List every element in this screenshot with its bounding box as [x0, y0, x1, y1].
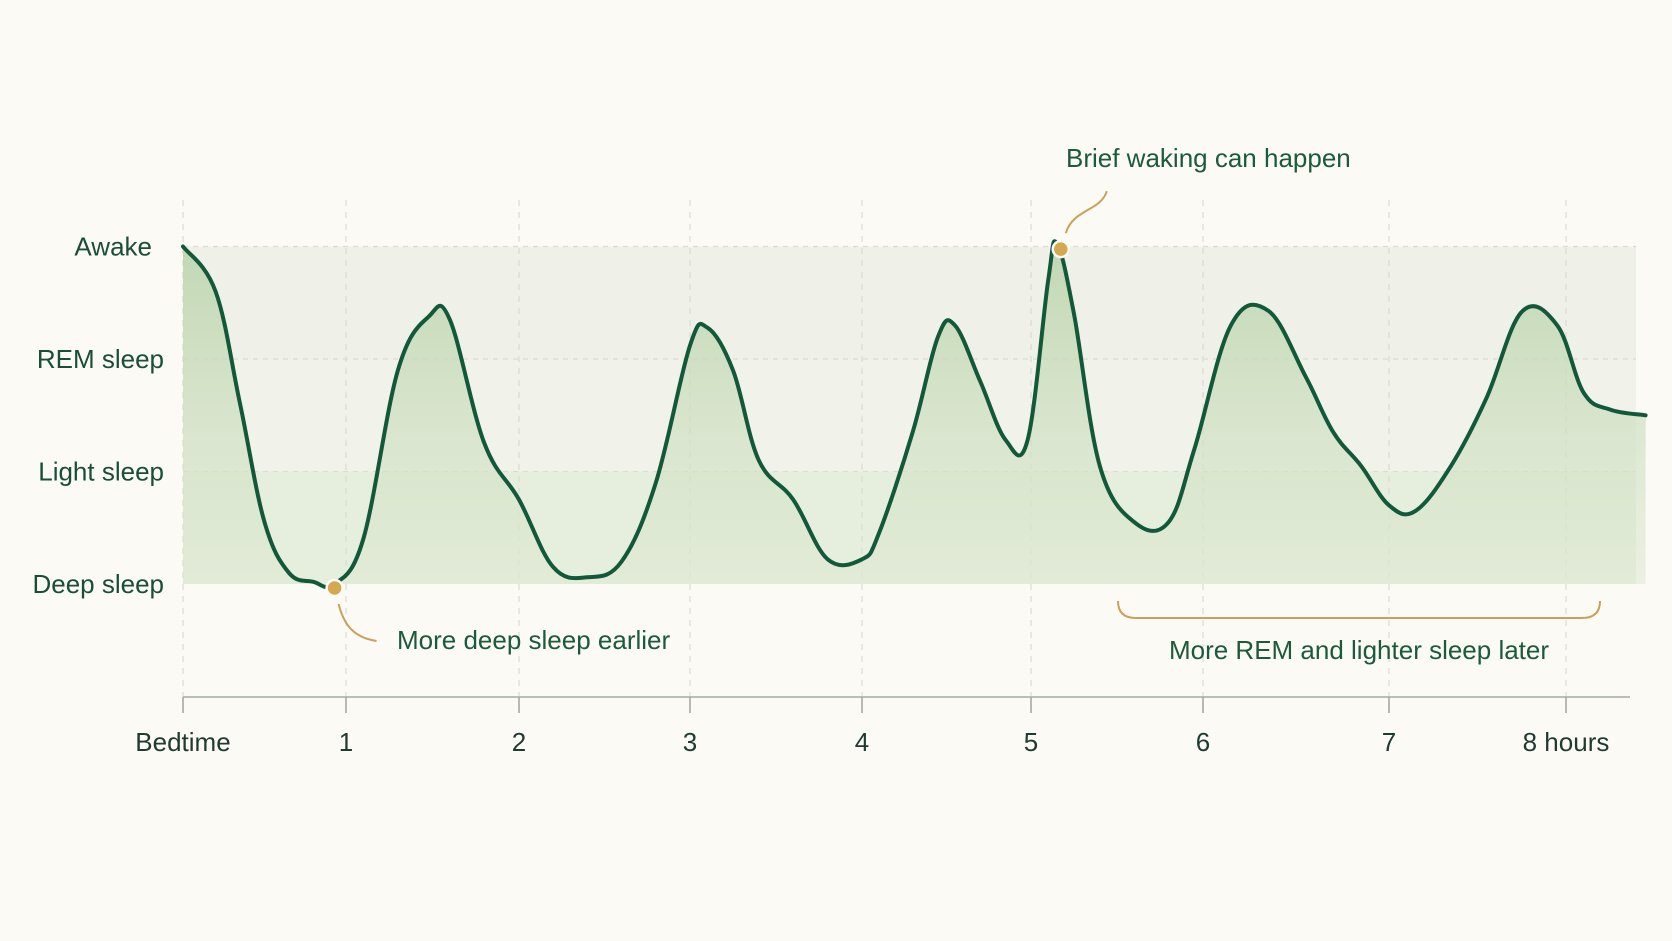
later-sleep-bracket — [1117, 600, 1601, 619]
stage-band-2 — [183, 246, 1636, 359]
y-level-label-1: Light sleep — [38, 457, 164, 487]
x-tick-label-0: Bedtime — [135, 727, 230, 757]
deep-sleep-marker — [325, 578, 344, 598]
later-sleep-annotation: More REM and lighter sleep later — [1169, 635, 1549, 665]
x-tick-label-8: 8 hours — [1523, 727, 1610, 757]
y-axis-labels: Deep sleep Light sleep REM sleep Awake — [32, 232, 164, 600]
x-tick-label-7: 7 — [1382, 727, 1396, 757]
deep-sleep-leader-line — [337, 603, 377, 642]
y-level-label-0: Deep sleep — [32, 569, 164, 599]
x-tick-label-3: 3 — [683, 727, 697, 757]
sleep-stage-line — [181, 239, 1648, 590]
x-tick-label-5: 5 — [1024, 727, 1038, 757]
x-tick-label-2: 2 — [512, 727, 526, 757]
y-level-label-2: REM sleep — [37, 344, 164, 374]
x-tick-label-1: 1 — [339, 727, 353, 757]
x-axis-labels: Bedtime 1 2 3 4 5 6 7 8 hours — [135, 727, 1609, 757]
waking-annotation: Brief waking can happen — [1066, 143, 1351, 173]
deep-sleep-annotation: More deep sleep earlier — [397, 625, 670, 655]
x-tick-label-4: 4 — [855, 727, 869, 757]
x-tick-label-6: 6 — [1196, 727, 1210, 757]
waking-leader-line — [1064, 190, 1108, 234]
x-axis — [182, 696, 1630, 713]
y-level-label-3: Awake — [74, 232, 152, 262]
waking-marker — [1051, 239, 1071, 259]
